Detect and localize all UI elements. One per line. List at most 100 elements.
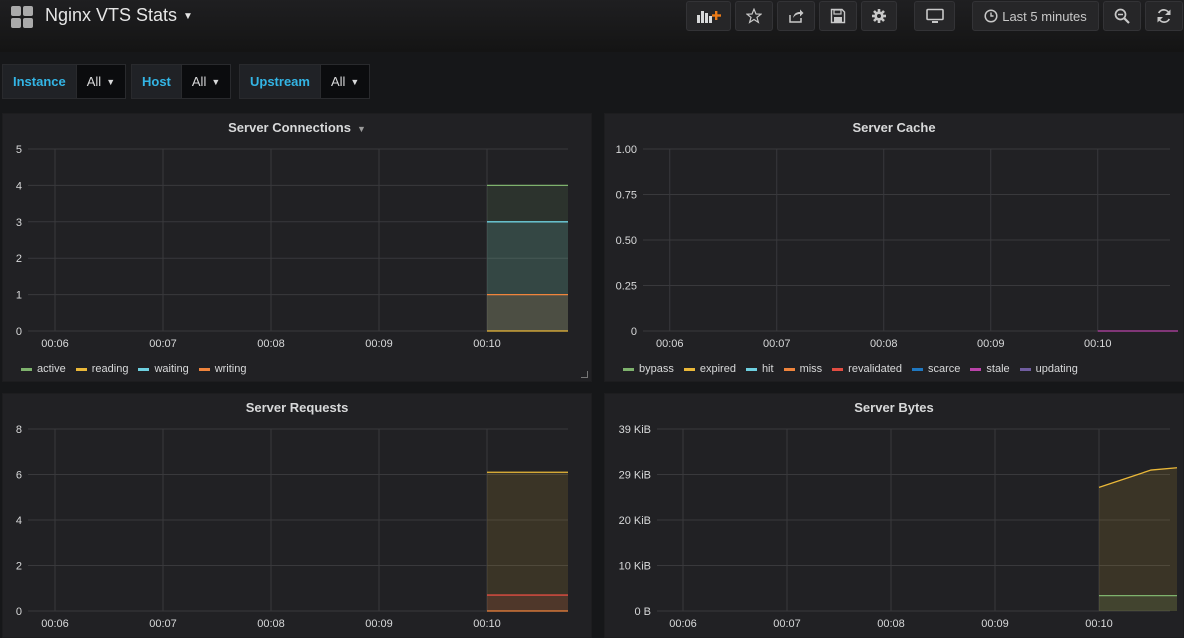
x-tick-label: 00:07 (773, 618, 801, 630)
variable-host-select[interactable]: All ▼ (180, 64, 232, 99)
legend-item-updating[interactable]: updating (1019, 363, 1078, 375)
panel-title-menu[interactable]: Server Bytes (605, 400, 1183, 415)
series-area (1099, 595, 1177, 611)
gear-icon (872, 9, 886, 23)
legend-item-reading[interactable]: reading (75, 363, 129, 375)
chevron-down-icon: ▼ (183, 10, 193, 22)
dashboard-title: Nginx VTS Stats (45, 5, 178, 25)
refresh-icon (1157, 9, 1171, 23)
star-dashboard-button[interactable] (735, 1, 773, 31)
settings-button[interactable] (861, 1, 897, 31)
save-dashboard-button[interactable] (819, 1, 857, 31)
variable-upstream-label: Upstream (239, 64, 320, 99)
legend-label: writing (214, 363, 247, 375)
share-icon (789, 9, 804, 23)
caret-down-icon: ▼ (106, 76, 116, 87)
variable-upstream: Upstream All ▼ (239, 64, 371, 99)
legend-swatch (912, 367, 923, 371)
legend-label: revalidated (848, 363, 902, 375)
x-tick-label: 00:06 (656, 338, 684, 350)
variable-host: Host All ▼ (131, 64, 232, 99)
panel-title: Server Bytes (854, 400, 934, 415)
y-tick-label: 0 B (634, 606, 651, 618)
caret-down-icon: ▼ (356, 124, 366, 134)
legend-label: expired (699, 363, 736, 375)
legend-swatch (623, 367, 634, 371)
x-tick-label: 00:06 (41, 338, 69, 350)
dashboard-grid-icon[interactable] (11, 6, 33, 28)
legend-swatch (1019, 367, 1031, 371)
panel-title-menu[interactable]: Server Requests (3, 400, 591, 415)
legend-swatch (198, 367, 210, 371)
x-tick-label: 00:09 (365, 338, 393, 350)
x-tick-label: 00:09 (977, 338, 1005, 350)
save-icon (830, 8, 846, 24)
zoom-out-button[interactable] (1103, 1, 1141, 31)
x-tick-label: 00:08 (877, 618, 905, 630)
variable-upstream-value: All (330, 74, 346, 89)
legend-swatch (75, 367, 87, 371)
x-tick-label: 00:07 (149, 618, 177, 630)
refresh-button[interactable] (1145, 1, 1183, 31)
x-tick-label: 00:08 (257, 618, 285, 630)
panel-server-cache: 0 0.25 0.50 0.75 1.00 00:06 00:07 00:08 00:09 00:… (604, 113, 1184, 382)
variable-instance-select[interactable]: All ▼ (75, 64, 127, 99)
caret-down-icon: ▼ (211, 76, 221, 87)
x-tick-label: 00:10 (1084, 338, 1112, 350)
legend-label: active (37, 363, 66, 375)
time-range-label: Last 5 minutes (1002, 8, 1087, 24)
variable-instance-value: All (86, 74, 102, 89)
y-tick-label: 0.75 (616, 190, 637, 202)
legend-item-hit[interactable]: hit (745, 363, 774, 375)
x-tick-label: 00:10 (473, 618, 501, 630)
legend-swatch (970, 367, 982, 371)
share-dashboard-button[interactable] (777, 1, 815, 31)
star-icon (746, 8, 762, 24)
legend-item-revalidated[interactable]: revalidated (832, 363, 902, 375)
legend-label: miss (799, 363, 823, 375)
x-tick-label: 00:07 (149, 338, 177, 350)
y-tick-label: 0 (16, 326, 22, 338)
variable-upstream-select[interactable]: All ▼ (319, 64, 371, 99)
legend-swatch (138, 367, 150, 371)
panel-title-menu[interactable]: Server Connections ▼ (3, 120, 591, 135)
legend: active reading waiting writing (21, 363, 257, 375)
y-tick-label: 5 (16, 144, 22, 156)
legend-label: scarce (928, 363, 961, 375)
y-tick-label: 8 (16, 424, 22, 436)
y-tick-label: 2 (16, 561, 22, 573)
legend-swatch (832, 367, 844, 371)
view-mode-button[interactable] (914, 1, 955, 31)
panel-title: Server Connections (228, 120, 351, 135)
legend-item-expired[interactable]: expired (683, 363, 736, 375)
y-tick-label: 2 (16, 253, 22, 265)
legend-item-miss[interactable]: miss (783, 363, 823, 375)
legend-item-writing[interactable]: writing (198, 363, 247, 375)
y-tick-label: 20 KiB (619, 515, 651, 527)
panel-resize-handle[interactable] (581, 371, 588, 378)
series-area (487, 595, 568, 611)
clock-icon (984, 9, 998, 23)
time-picker-button[interactable]: Last 5 minutes (972, 1, 1099, 31)
x-tick-label: 00:09 (981, 618, 1009, 630)
legend-swatch (21, 367, 32, 371)
zoom-out-icon (1114, 8, 1130, 24)
series-area (487, 221, 568, 331)
top-navbar: Nginx VTS Stats ▼ (0, 0, 1184, 52)
y-tick-label: 4 (16, 180, 22, 192)
y-tick-label: 1.00 (616, 144, 637, 156)
legend-item-active[interactable]: active (21, 363, 66, 375)
x-tick-label: 00:06 (41, 618, 69, 630)
legend-item-bypass[interactable]: bypass (623, 363, 674, 375)
legend-item-scarce[interactable]: scarce (912, 363, 960, 375)
legend-label: reading (91, 363, 129, 375)
legend-swatch (683, 367, 695, 371)
panel-title-menu[interactable]: Server Cache (605, 120, 1183, 135)
dashboard-title-dropdown[interactable]: Nginx VTS Stats ▼ (45, 5, 193, 26)
legend-label: hit (761, 363, 774, 375)
legend-item-waiting[interactable]: waiting (138, 363, 189, 375)
add-panel-button[interactable] (686, 1, 731, 31)
x-tick-label: 00:07 (763, 338, 791, 350)
legend-item-stale[interactable]: stale (970, 363, 1010, 375)
legend: bypass expired hit miss revalidated scar… (623, 363, 1088, 375)
